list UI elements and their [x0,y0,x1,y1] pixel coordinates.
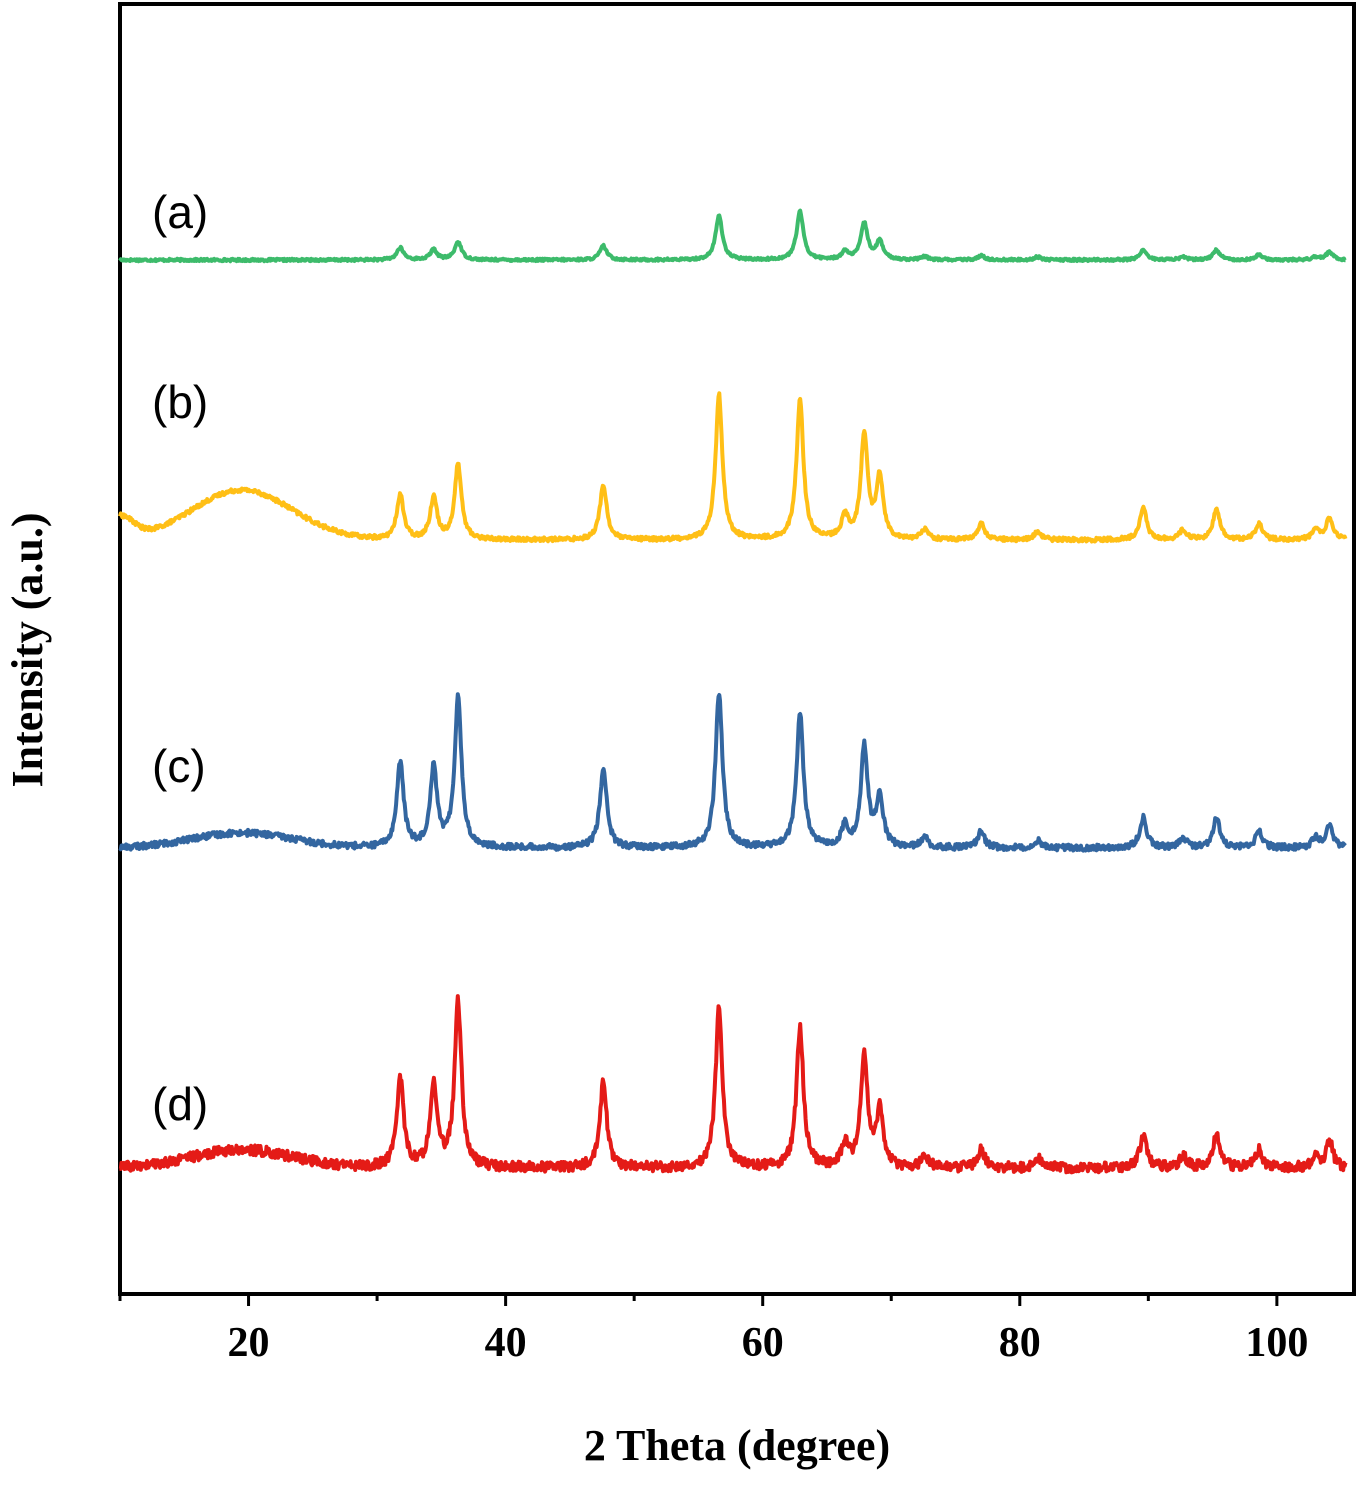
x-tick-label: 20 [228,1320,270,1366]
series-layer [118,208,1348,1175]
x-tick-label: 40 [485,1320,527,1366]
x-tick-label: 60 [742,1320,784,1366]
series-label: (d) [152,1078,208,1130]
x-tick-label: 100 [1245,1320,1308,1366]
series-labels: (a) (b) (c) (d) [152,186,208,1130]
y-axis-title: Intensity (a.u.) [3,512,52,787]
x-axis-title: 2 Theta (degree) [584,1421,890,1470]
series-line [118,208,1347,264]
series-line [118,692,1347,853]
series-label: (b) [152,376,208,428]
plot-frame [118,2,1356,1296]
series-label: (a) [152,186,208,238]
x-axis-ticks: 20 40 60 80 100 [118,1294,1308,1366]
series-line [118,391,1348,544]
series-label: (c) [152,740,206,792]
x-tick-label: 80 [999,1320,1041,1366]
series-line [118,994,1348,1175]
